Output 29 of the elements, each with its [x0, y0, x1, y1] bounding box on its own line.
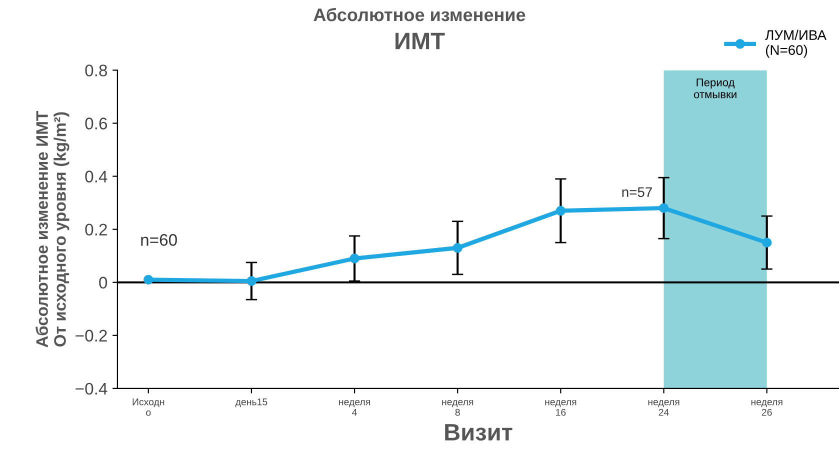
y-tick-label: 0.2: [85, 224, 107, 236]
y-tick-label: −0.2: [76, 330, 107, 342]
y-tick-label: −0.4: [76, 382, 108, 395]
point: [452, 243, 462, 253]
y-tick-label: 0: [99, 276, 108, 289]
point: [762, 238, 772, 248]
x-tick-label: день15: [235, 398, 268, 408]
point: [350, 254, 360, 264]
y-axis-title: Абсолютное изменение ИМТ От исходного уровня (kg/m²): [36, 111, 70, 348]
x-tick-label: неделя 26: [751, 400, 782, 416]
legend-label: ЛУМ/ИВА (N=60): [765, 30, 826, 58]
x-tick-label: неделя 4: [339, 400, 370, 416]
x-tick-label: неделя 16: [545, 400, 576, 416]
y-tick-label: 0.6: [85, 118, 108, 130]
y-tick-label: 0.4: [85, 170, 108, 182]
point: [246, 276, 256, 286]
band-label: Период отмывки: [694, 78, 736, 98]
point: [658, 203, 669, 213]
annotation: n=57: [622, 187, 652, 198]
x-tick-label: неделя 24: [648, 400, 680, 416]
annotation: n=60: [141, 234, 177, 246]
point: [556, 206, 566, 216]
x-axis-title: Визит: [445, 424, 512, 441]
x-tick-label: неделя 8: [442, 400, 474, 416]
x-tick-label: Исходн о: [132, 398, 164, 416]
chart-title: Абсолютное изменение: [314, 8, 526, 22]
y-tick-label: 0.8: [85, 64, 108, 76]
point: [144, 274, 154, 285]
chart-subtitle: ИМТ: [396, 32, 445, 50]
